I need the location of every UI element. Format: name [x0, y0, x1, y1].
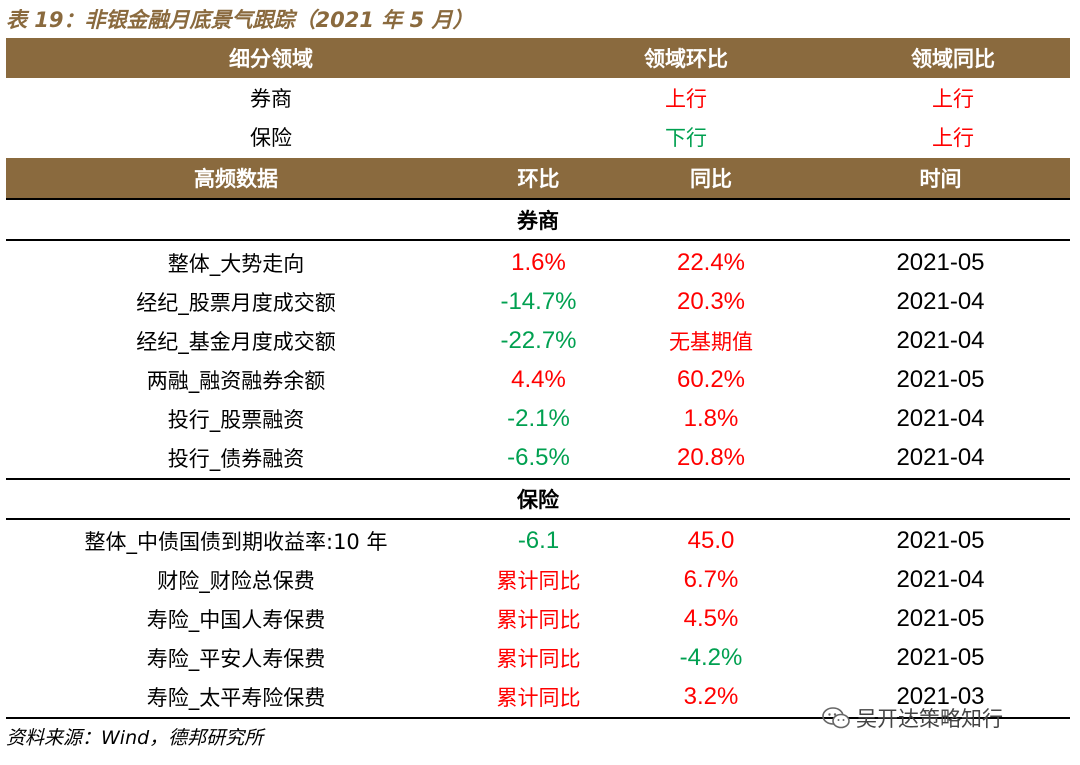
row-mom: -2.1% — [507, 404, 570, 432]
row-yoy: 无基期值 — [669, 329, 753, 354]
header-hf-mom: 环比 — [517, 167, 560, 191]
rule-under-insurance — [6, 518, 1070, 520]
row-time: 2021-05 — [896, 248, 985, 276]
table-row: 两融_融资融券余额 4.4% 60.2% 2021-05 — [6, 360, 1070, 399]
table-row: 整体_中债国债到期收益率:10 年 -6.1 45.0 2021-05 — [6, 521, 1070, 560]
row-time: 2021-04 — [896, 443, 985, 471]
header-hf-item: 高频数据 — [194, 167, 278, 191]
domain-mom: 下行 — [665, 125, 707, 150]
rule-under-hf-header — [6, 198, 1070, 200]
header-domain-yoy: 领域同比 — [911, 47, 995, 71]
row-mom: 累计同比 — [496, 685, 581, 710]
section-title-insurance: 保险 — [6, 480, 1070, 518]
row-yoy: -4.2% — [679, 643, 743, 671]
row-time: 2021-03 — [896, 682, 985, 710]
row-time: 2021-05 — [896, 365, 985, 393]
row-time: 2021-04 — [896, 287, 985, 315]
header-domain-mom: 领域环比 — [644, 47, 728, 71]
wechat-icon — [822, 707, 850, 729]
table-row: 财险_财险总保费 累计同比 6.7% 2021-04 — [6, 560, 1070, 599]
row-mom: 4.4% — [511, 365, 566, 393]
row-item: 寿险_中国人寿保费 — [146, 607, 326, 632]
rule-above-insurance — [6, 478, 1070, 480]
row-yoy: 6.7% — [683, 565, 739, 593]
table-row: 投行_债券融资 -6.5% 20.8% 2021-04 — [6, 438, 1070, 477]
table-row: 投行_股票融资 -2.1% 1.8% 2021-04 — [6, 399, 1070, 438]
row-yoy: 45.0 — [687, 526, 735, 554]
row-yoy: 3.2% — [683, 682, 739, 710]
header-domain: 细分领域 — [229, 47, 313, 71]
row-mom: 累计同比 — [496, 607, 581, 632]
table-row: 整体_大势走向 1.6% 22.4% 2021-05 — [6, 243, 1070, 282]
row-item: 寿险_平安人寿保费 — [146, 646, 326, 671]
row-time: 2021-05 — [896, 526, 985, 554]
row-time: 2021-04 — [896, 565, 985, 593]
domain-name: 券商 — [250, 86, 292, 111]
row-yoy: 22.4% — [676, 248, 746, 276]
row-item: 整体_中债国债到期收益率:10 年 — [84, 529, 388, 554]
row-mom: -6.5% — [507, 443, 570, 471]
row-item: 经纪_股票月度成交额 — [136, 290, 336, 315]
rule-table-bottom — [6, 717, 1070, 719]
row-mom: 1.6% — [511, 248, 566, 276]
domain-yoy: 上行 — [932, 86, 974, 111]
watermark: 吴开达策略知行 — [822, 703, 1003, 733]
row-yoy: 4.5% — [683, 604, 739, 632]
row-item: 经纪_基金月度成交额 — [136, 329, 336, 354]
table-row: 寿险_中国人寿保费 累计同比 4.5% 2021-05 — [6, 599, 1070, 638]
row-time: 2021-05 — [896, 643, 985, 671]
row-yoy: 20.3% — [676, 287, 746, 315]
row-item: 财险_财险总保费 — [157, 568, 315, 593]
row-time: 2021-04 — [896, 404, 985, 432]
table-row: 经纪_基金月度成交额 -22.7% 无基期值 2021-04 — [6, 321, 1070, 360]
table-title: 表 19：非银金融月底景气跟踪（2021 年 5 月） — [6, 8, 474, 32]
row-mom: -22.7% — [500, 326, 577, 354]
domain-name: 保险 — [250, 125, 292, 150]
row-item: 投行_股票融资 — [167, 407, 305, 432]
table-row: 寿险_平安人寿保费 累计同比 -4.2% 2021-05 — [6, 638, 1070, 677]
section-name: 保险 — [517, 488, 559, 512]
domain-row-brokers: 券商 上行 上行 — [6, 78, 1070, 117]
row-yoy: 60.2% — [676, 365, 746, 393]
domain-row-insurance: 保险 下行 上行 — [6, 117, 1070, 156]
section-name: 券商 — [517, 209, 559, 233]
header-hf-time: 时间 — [919, 167, 962, 191]
header-hf-yoy: 同比 — [690, 167, 732, 191]
row-item: 投行_债券融资 — [167, 446, 305, 471]
hf-header: 高频数据 环比 同比 时间 — [6, 158, 1070, 198]
row-item: 寿险_太平寿险保费 — [146, 685, 326, 710]
row-time: 2021-05 — [896, 604, 985, 632]
row-mom: 累计同比 — [496, 646, 581, 671]
row-mom: -6.1 — [517, 526, 560, 554]
row-item: 两融_融资融券余额 — [146, 368, 326, 393]
row-yoy: 1.8% — [683, 404, 739, 432]
table-row: 寿险_太平寿险保费 累计同比 3.2% 2021-03 — [6, 677, 1070, 716]
section-title-brokers: 券商 — [6, 201, 1070, 239]
rule-under-brokers — [6, 239, 1070, 241]
row-item: 整体_大势走向 — [167, 251, 305, 276]
domain-header: 细分领域 领域环比 领域同比 — [6, 38, 1070, 78]
table-row: 经纪_股票月度成交额 -14.7% 20.3% 2021-04 — [6, 282, 1070, 321]
domain-yoy: 上行 — [932, 125, 974, 150]
row-time: 2021-04 — [896, 326, 985, 354]
row-mom: 累计同比 — [496, 568, 581, 593]
watermark-text: 吴开达策略知行 — [856, 707, 1003, 731]
row-mom: -14.7% — [500, 287, 577, 315]
source-note: 资料来源：Wind，德邦研究所 — [6, 727, 264, 749]
row-yoy: 20.8% — [676, 443, 746, 471]
domain-mom: 上行 — [665, 86, 707, 111]
